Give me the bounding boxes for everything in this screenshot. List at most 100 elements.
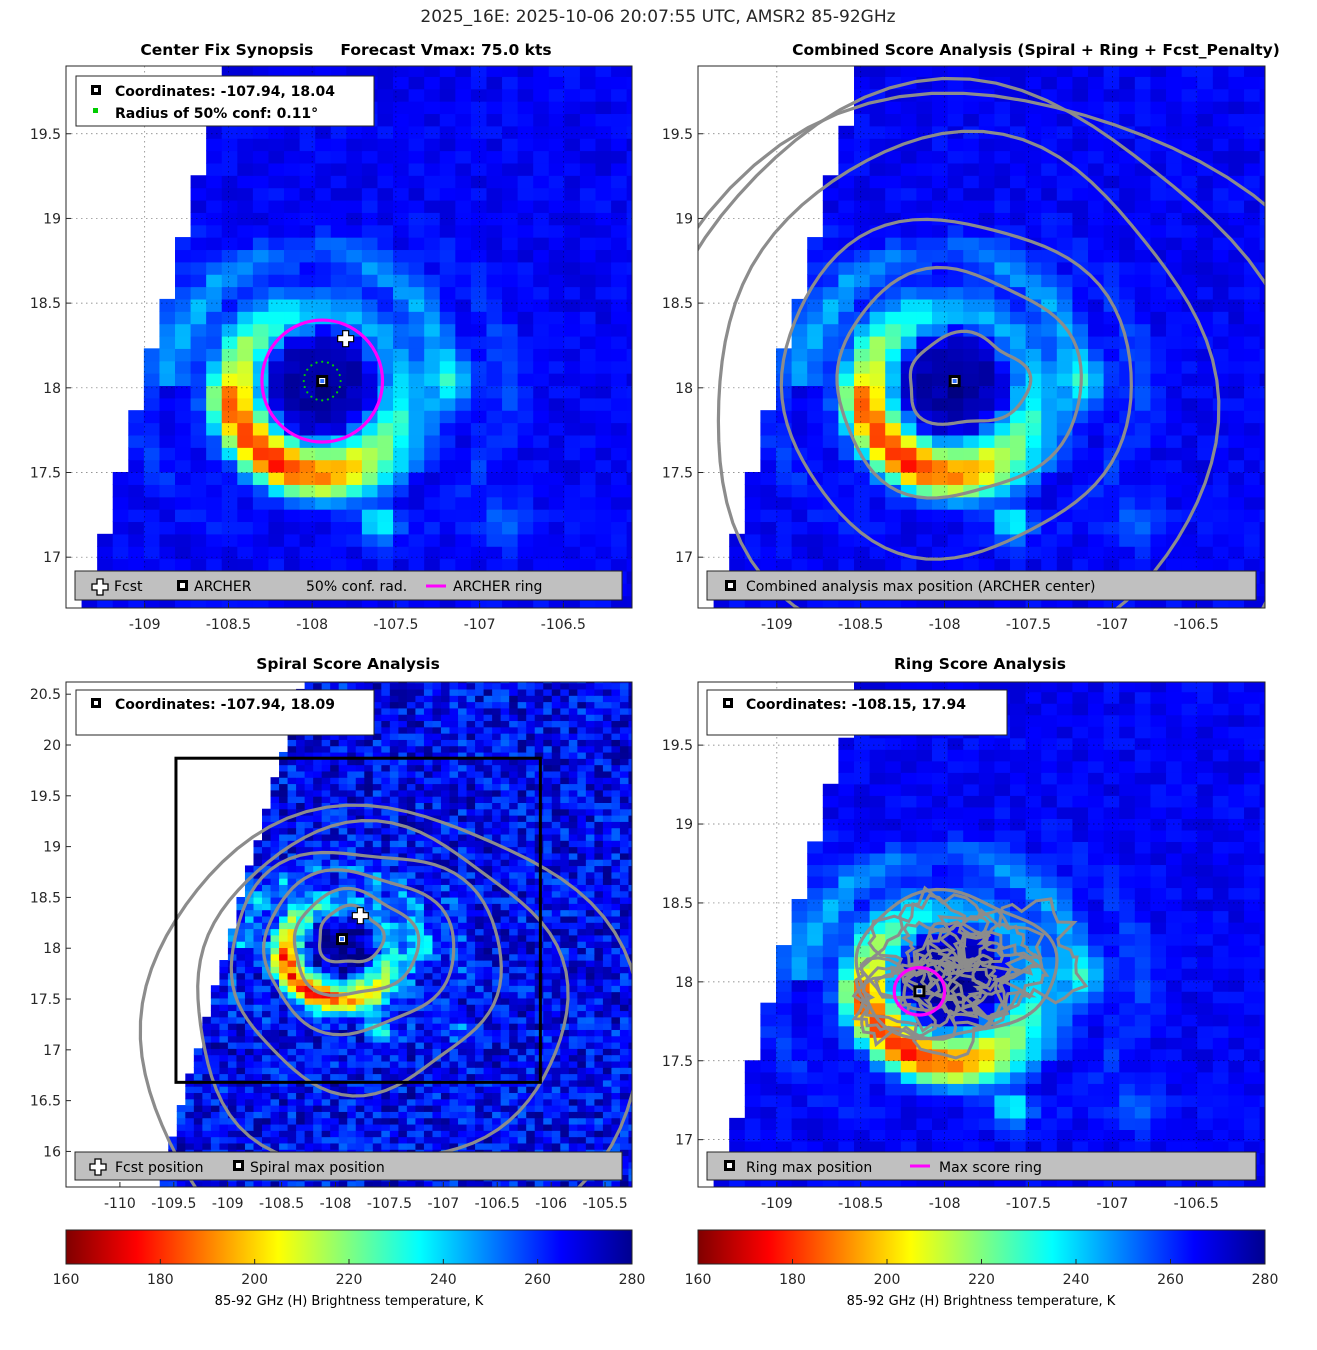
brightness-cell	[579, 509, 597, 523]
brightness-cell	[611, 138, 628, 152]
brightness-cell	[1212, 348, 1230, 362]
brightness-cell	[193, 1136, 203, 1144]
brightness-cell	[270, 1105, 280, 1112]
brightness-cell	[533, 162, 550, 176]
brightness-cell	[526, 1105, 536, 1112]
brightness-cell	[533, 385, 550, 399]
brightness-cell	[577, 1136, 587, 1144]
brightness-cell	[502, 459, 519, 473]
brightness-cell	[517, 224, 534, 238]
brightness-cell	[1181, 360, 1198, 374]
brightness-cell	[1150, 224, 1167, 238]
brightness-cell	[1119, 459, 1136, 473]
brightness-cell	[533, 286, 550, 300]
brightness-cell	[355, 966, 365, 974]
brightness-cell	[916, 533, 933, 547]
brightness-cell	[947, 274, 964, 288]
brightness-cell	[1119, 360, 1136, 374]
brightness-cell	[185, 1092, 195, 1100]
brightness-cell	[854, 496, 871, 510]
conf-radius-dot	[326, 361, 329, 364]
brightness-cell	[1166, 212, 1183, 226]
brightness-cell	[1010, 162, 1027, 176]
brightness-cell	[168, 1180, 178, 1187]
brightness-cell	[619, 1098, 630, 1106]
brightness-cell	[315, 397, 332, 411]
brightness-cell	[548, 360, 565, 374]
brightness-cell	[236, 978, 246, 986]
brightness-cell	[978, 101, 996, 115]
brightness-cell	[262, 1111, 272, 1119]
brightness-cell	[978, 66, 996, 77]
brightness-cell	[628, 1180, 632, 1187]
brightness-cell	[455, 422, 472, 436]
brightness-cell	[389, 1086, 399, 1094]
brightness-cell	[185, 1117, 195, 1125]
brightness-cell	[128, 410, 145, 424]
brightness-cell	[551, 1111, 561, 1119]
brightness-cell	[854, 261, 871, 275]
brightness-cell	[602, 1136, 613, 1144]
brightness-cell	[932, 162, 949, 176]
brightness-cell	[439, 533, 456, 547]
brightness-cell	[159, 509, 176, 523]
brightness-cell	[244, 1029, 255, 1037]
brightness-cell	[296, 1105, 306, 1112]
brightness-cell	[159, 496, 176, 510]
brightness-cell	[483, 953, 493, 961]
brightness-cell	[869, 274, 886, 288]
brightness-cell	[415, 1016, 425, 1024]
brightness-cell	[492, 960, 502, 967]
brightness-cell	[492, 1117, 502, 1125]
brightness-cell	[509, 1010, 519, 1018]
brightness-cell	[398, 953, 408, 961]
brightness-cell	[1181, 447, 1198, 461]
brightness-cell	[963, 224, 980, 238]
brightness-cell	[869, 212, 886, 226]
brightness-cell	[963, 212, 980, 226]
brightness-cell	[1134, 212, 1152, 226]
brightness-cell	[533, 113, 550, 127]
brightness-cell	[486, 422, 503, 436]
brightness-cell	[262, 1029, 272, 1037]
brightness-cell	[502, 125, 519, 139]
brightness-cell	[159, 434, 176, 448]
brightness-cell	[262, 997, 272, 1005]
brightness-cell	[1275, 336, 1291, 349]
brightness-cell	[221, 373, 238, 387]
brightness-cell	[415, 978, 425, 986]
brightness-cell	[423, 1004, 434, 1012]
brightness-cell	[321, 1105, 331, 1112]
brightness-cell	[439, 422, 456, 436]
brightness-cell	[568, 960, 578, 967]
brightness-cell	[595, 509, 612, 523]
brightness-cell	[381, 1098, 391, 1106]
brightness-cell	[854, 471, 871, 485]
brightness-cell	[626, 385, 632, 399]
brightness-cell	[854, 187, 871, 201]
brightness-cell	[1072, 311, 1089, 325]
brightness-cell	[994, 521, 1011, 535]
brightness-cell	[364, 966, 374, 974]
brightness-cell	[642, 101, 658, 114]
brightness-cell	[594, 1010, 604, 1018]
brightness-cell	[885, 471, 902, 485]
brightness-cell	[185, 1073, 195, 1081]
brightness-cell	[406, 1035, 417, 1043]
brightness-cell	[1275, 423, 1291, 436]
brightness-cell	[415, 1092, 425, 1100]
brightness-cell	[175, 533, 192, 547]
brightness-cell	[517, 286, 534, 300]
brightness-cell	[548, 422, 565, 436]
brightness-cell	[642, 484, 658, 497]
brightness-cell	[253, 1136, 263, 1144]
brightness-cell	[502, 422, 519, 436]
brightness-cell	[432, 978, 442, 986]
brightness-cell	[439, 360, 456, 374]
x-tick-label: -106.5	[541, 617, 586, 633]
brightness-cell	[900, 348, 918, 362]
brightness-cell	[219, 1041, 229, 1049]
brightness-cell	[595, 150, 612, 164]
brightness-cell	[347, 1054, 357, 1062]
brightness-cell	[355, 1041, 365, 1049]
